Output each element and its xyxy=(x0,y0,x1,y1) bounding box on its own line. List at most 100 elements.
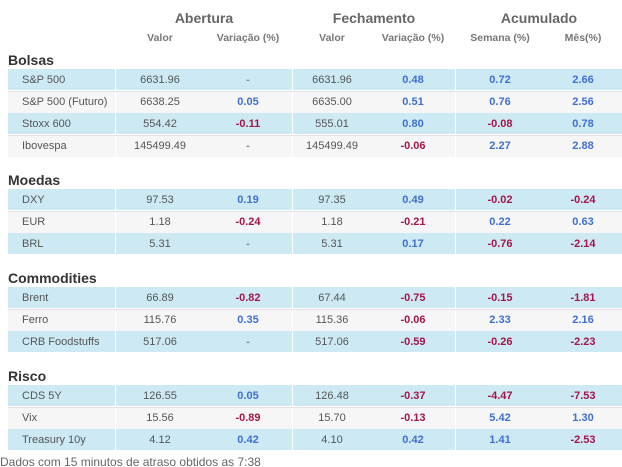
change-cell: - xyxy=(246,336,250,348)
column-separator xyxy=(292,408,293,429)
change-cell: 0.51 xyxy=(402,96,424,108)
change-cell: -0.75 xyxy=(400,292,426,304)
value-cell: 554.42 xyxy=(143,118,177,130)
change-cell: -2.14 xyxy=(570,238,596,250)
column-separator xyxy=(115,233,116,254)
table-row xyxy=(8,113,622,134)
column-separator xyxy=(292,113,293,134)
change-cell: 0.49 xyxy=(402,194,424,206)
change-cell: 5.42 xyxy=(489,412,511,424)
table-row xyxy=(8,69,622,90)
table-row xyxy=(8,135,622,157)
change-cell: 0.80 xyxy=(402,118,424,130)
change-cell: 1.41 xyxy=(489,434,511,446)
change-cell: -0.76 xyxy=(487,238,513,250)
change-cell: -0.89 xyxy=(235,412,261,424)
value-cell: 126.55 xyxy=(143,390,177,402)
column-separator xyxy=(292,212,293,233)
column-separator xyxy=(292,92,293,113)
value-cell: 517.06 xyxy=(315,336,349,348)
value-cell: 145499.49 xyxy=(306,140,358,152)
column-separator xyxy=(292,287,293,308)
value-cell: 126.48 xyxy=(315,390,349,402)
change-cell: 0.42 xyxy=(402,434,424,446)
group-header: Fechamento xyxy=(332,10,416,26)
table-row xyxy=(8,287,622,308)
column-separator xyxy=(115,408,116,429)
row-label: Ibovespa xyxy=(22,140,67,152)
column-separator xyxy=(292,429,293,450)
column-separator xyxy=(115,331,116,352)
table-row xyxy=(8,429,622,450)
column-separator xyxy=(455,429,456,450)
table-row xyxy=(8,91,622,113)
change-cell: -0.11 xyxy=(235,118,261,130)
change-cell: -0.15 xyxy=(487,292,513,304)
column-separator xyxy=(455,408,456,429)
value-cell: 1.18 xyxy=(149,216,171,228)
column-separator xyxy=(292,310,293,331)
change-cell: 2.27 xyxy=(489,140,511,152)
column-header: Valor xyxy=(319,32,345,44)
column-separator xyxy=(292,69,293,90)
change-cell: 0.76 xyxy=(489,96,511,108)
table-row xyxy=(8,211,622,233)
value-cell: 15.70 xyxy=(318,412,346,424)
column-separator xyxy=(455,69,456,90)
column-separator xyxy=(455,385,456,406)
column-separator xyxy=(455,287,456,308)
change-cell: 0.05 xyxy=(237,390,259,402)
column-separator xyxy=(115,429,116,450)
table-row xyxy=(8,331,622,352)
change-cell: 0.78 xyxy=(572,118,594,130)
row-label: Brent xyxy=(22,292,49,304)
column-separator xyxy=(292,233,293,254)
change-cell: 0.19 xyxy=(237,194,259,206)
section-title: Risco xyxy=(8,368,47,384)
change-cell: -2.53 xyxy=(570,434,596,446)
value-cell: 66.89 xyxy=(146,292,174,304)
change-cell: -0.06 xyxy=(400,140,426,152)
change-cell: -7.53 xyxy=(570,390,596,402)
row-label: BRL xyxy=(22,238,44,250)
value-cell: 5.31 xyxy=(149,238,171,250)
value-cell: 4.10 xyxy=(321,434,343,446)
value-cell: 6631.96 xyxy=(140,74,180,86)
row-label: DXY xyxy=(22,194,45,206)
change-cell: 2.88 xyxy=(572,140,594,152)
column-separator xyxy=(115,69,116,90)
row-label: Treasury 10y xyxy=(22,434,86,446)
value-cell: 4.12 xyxy=(149,434,171,446)
change-cell: - xyxy=(246,74,250,86)
column-header: Variação (%) xyxy=(381,32,445,44)
change-cell: 2.66 xyxy=(572,74,594,86)
column-separator xyxy=(455,310,456,331)
change-cell: 0.48 xyxy=(402,74,424,86)
value-cell: 145499.49 xyxy=(134,140,186,152)
change-cell: -0.06 xyxy=(400,314,426,326)
value-cell: 15.56 xyxy=(146,412,174,424)
column-separator xyxy=(292,189,293,210)
section-title: Commodities xyxy=(8,270,97,286)
table-row xyxy=(8,385,622,406)
column-separator xyxy=(292,136,293,157)
table-row xyxy=(8,407,622,429)
value-cell: 6638.25 xyxy=(140,96,180,108)
column-separator xyxy=(115,136,116,157)
group-header: Acumulado xyxy=(500,10,578,26)
row-label: S&P 500 xyxy=(22,74,66,86)
value-cell: 6631.96 xyxy=(312,74,352,86)
table-row xyxy=(8,189,622,210)
change-cell: 0.72 xyxy=(489,74,511,86)
row-label: S&P 500 (Futuro) xyxy=(22,96,108,108)
change-cell: 0.42 xyxy=(237,434,259,446)
change-cell: -0.24 xyxy=(235,216,261,228)
column-separator xyxy=(115,310,116,331)
change-cell: 2.16 xyxy=(572,314,594,326)
column-separator xyxy=(115,385,116,406)
row-label: Ferro xyxy=(22,314,49,326)
column-separator xyxy=(115,189,116,210)
column-header: Valor xyxy=(147,32,173,44)
value-cell: 6635.00 xyxy=(312,96,352,108)
value-cell: 1.18 xyxy=(321,216,343,228)
